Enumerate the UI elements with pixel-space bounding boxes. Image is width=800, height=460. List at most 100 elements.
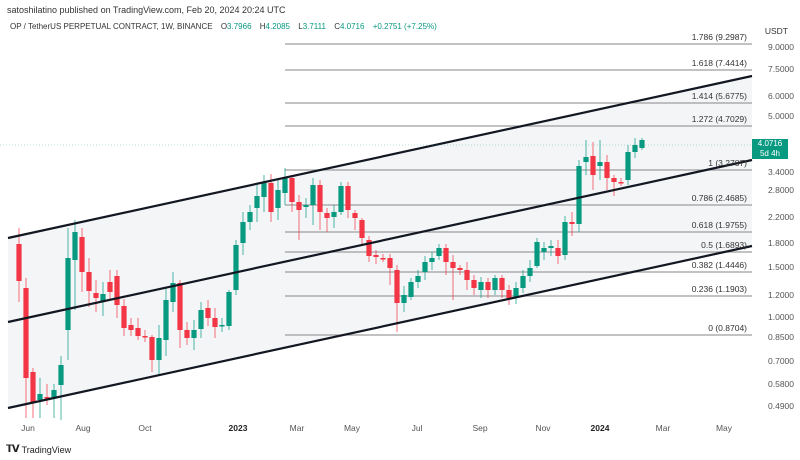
- candle: [289, 175, 295, 212]
- candle: [184, 322, 190, 345]
- candle: [324, 208, 330, 232]
- channel-line-middle[interactable]: [7, 158, 753, 324]
- symbol-legend: OP / TetherUS PERPETUAL CONTRACT, 1W, BI…: [10, 22, 437, 31]
- x-tick-label: Jul: [411, 423, 423, 433]
- candle: [345, 182, 351, 218]
- candle: [247, 205, 253, 230]
- y-tick-label: 1.0000: [768, 312, 794, 322]
- y-tick-label: 0.4900: [768, 401, 794, 411]
- y-axis-unit: USDT: [764, 26, 788, 36]
- candle: [569, 212, 575, 236]
- candles: [16, 138, 645, 420]
- fib-level-label: 1.272 (4.7029): [691, 114, 747, 124]
- candle: [499, 275, 505, 298]
- candle: [611, 175, 617, 196]
- candle: [163, 288, 169, 356]
- candle: [23, 278, 29, 418]
- candle: [576, 160, 582, 232]
- candle: [513, 282, 519, 304]
- x-tick-label: Aug: [75, 423, 91, 433]
- last-price-value: 4.0716: [757, 139, 783, 148]
- candle: [380, 254, 386, 262]
- x-tick-label: May: [343, 423, 361, 433]
- candle: [16, 228, 22, 302]
- y-tick-label: 0.7000: [768, 356, 794, 366]
- open-value: 3.7966: [227, 22, 252, 31]
- tradingview-logo-icon: 𝗧𝗩: [6, 444, 20, 455]
- candle: [618, 178, 624, 186]
- publisher-caption: satoshilatino published on TradingView.c…: [7, 5, 286, 15]
- candle: [296, 195, 302, 240]
- candle: [317, 180, 323, 230]
- x-tick-label: Mar: [655, 423, 671, 433]
- candle: [303, 198, 309, 218]
- last-price-tag: 4.0716 5d 4h: [752, 139, 788, 159]
- candle: [233, 240, 239, 295]
- y-tick-label: 0.5800: [768, 379, 794, 389]
- candle: [198, 302, 204, 338]
- candle: [485, 278, 491, 298]
- tradingview-logo[interactable]: 𝗧𝗩 TradingView: [6, 444, 71, 455]
- candle: [555, 240, 561, 264]
- y-tick-label: 1.8000: [768, 238, 794, 248]
- open-label: O: [220, 22, 228, 31]
- candle: [394, 265, 400, 332]
- high-label: H: [259, 22, 266, 31]
- channel-line-lower[interactable]: [7, 244, 753, 410]
- candle: [268, 174, 274, 222]
- candle: [527, 260, 533, 282]
- candle: [401, 286, 407, 312]
- candle: [359, 218, 365, 245]
- x-tick-label: 2023: [228, 423, 248, 433]
- y-tick-label: 2.2000: [768, 212, 794, 222]
- fib-level-label: 0.236 (1.1903): [691, 284, 747, 294]
- x-tick-label: Nov: [535, 423, 551, 433]
- candle: [100, 282, 106, 316]
- candle: [520, 270, 526, 293]
- low-value: 3.7111: [302, 22, 326, 31]
- candle: [436, 244, 442, 260]
- candle: [408, 278, 414, 300]
- candle: [275, 180, 281, 220]
- candle: [450, 255, 456, 300]
- candle: [30, 368, 36, 418]
- candle: [310, 178, 316, 225]
- candle: [219, 318, 225, 332]
- candle: [632, 138, 638, 158]
- candle: [282, 168, 288, 205]
- channel-lines: [7, 74, 753, 410]
- symbol-title: OP / TetherUS PERPETUAL CONTRACT, 1W, BI…: [10, 22, 213, 31]
- candle: [457, 265, 463, 275]
- candle: [72, 220, 78, 310]
- x-tick-label: Mar: [289, 423, 305, 433]
- candle: [331, 205, 337, 228]
- candle: [240, 212, 246, 255]
- candle: [142, 330, 148, 342]
- candle: [506, 285, 512, 305]
- candle: [114, 270, 120, 318]
- candle: [590, 142, 596, 190]
- candle: [226, 290, 232, 330]
- fib-level-label: 0.786 (2.4685): [691, 193, 747, 203]
- candle: [93, 280, 99, 312]
- x-tick-label: May: [715, 423, 733, 433]
- fib-level-label: 0.382 (1.4446): [691, 260, 747, 270]
- candle: [51, 384, 57, 418]
- fibonacci-levels: [285, 43, 752, 336]
- candle: [471, 275, 477, 295]
- candle: [422, 256, 428, 280]
- candle: [492, 275, 498, 295]
- candle: [86, 258, 92, 307]
- candle: [37, 378, 43, 418]
- y-tick-label: 3.4000: [768, 167, 794, 177]
- candle: [562, 216, 568, 260]
- y-tick-label: 6.0000: [768, 91, 794, 101]
- low-label: L: [298, 22, 303, 31]
- candle: [415, 270, 421, 288]
- candle: [135, 318, 141, 340]
- x-tick-label: 2024: [590, 423, 610, 433]
- candle: [177, 280, 183, 348]
- channel-line-upper[interactable]: [7, 74, 753, 240]
- x-tick-label: Oct: [138, 423, 152, 433]
